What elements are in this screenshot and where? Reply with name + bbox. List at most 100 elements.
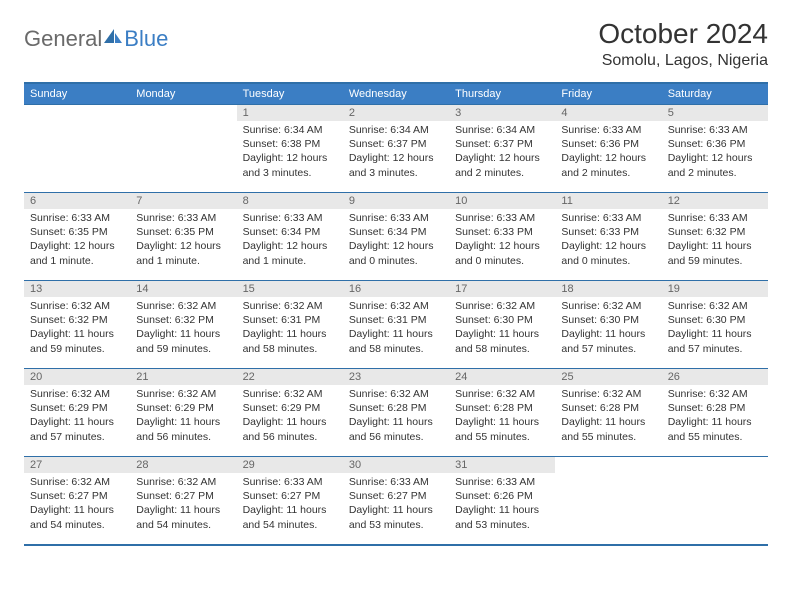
- day-number: 4: [555, 105, 661, 121]
- calendar-day-cell: 30Sunrise: 6:33 AMSunset: 6:27 PMDayligh…: [343, 457, 449, 545]
- logo-text-general: General: [24, 26, 102, 52]
- day-number: 22: [237, 369, 343, 385]
- day-number: 30: [343, 457, 449, 473]
- calendar-day-cell: 28Sunrise: 6:32 AMSunset: 6:27 PMDayligh…: [130, 457, 236, 545]
- calendar-day-cell: 12Sunrise: 6:33 AMSunset: 6:32 PMDayligh…: [662, 193, 768, 281]
- calendar-day-cell: [662, 457, 768, 545]
- day-number: 11: [555, 193, 661, 209]
- day-data: Sunrise: 6:34 AMSunset: 6:38 PMDaylight:…: [237, 121, 343, 184]
- day-data: Sunrise: 6:33 AMSunset: 6:27 PMDaylight:…: [343, 473, 449, 536]
- weekday-header: Sunday: [24, 83, 130, 105]
- calendar-day-cell: [24, 105, 130, 193]
- day-data: Sunrise: 6:32 AMSunset: 6:30 PMDaylight:…: [449, 297, 555, 360]
- weekday-header: Saturday: [662, 83, 768, 105]
- day-number: 18: [555, 281, 661, 297]
- calendar-day-cell: 26Sunrise: 6:32 AMSunset: 6:28 PMDayligh…: [662, 369, 768, 457]
- calendar-day-cell: 5Sunrise: 6:33 AMSunset: 6:36 PMDaylight…: [662, 105, 768, 193]
- calendar-day-cell: 15Sunrise: 6:32 AMSunset: 6:31 PMDayligh…: [237, 281, 343, 369]
- day-number: 10: [449, 193, 555, 209]
- title-block: October 2024 Somolu, Lagos, Nigeria: [598, 18, 768, 70]
- calendar-day-cell: 18Sunrise: 6:32 AMSunset: 6:30 PMDayligh…: [555, 281, 661, 369]
- calendar-day-cell: [555, 457, 661, 545]
- day-data: Sunrise: 6:33 AMSunset: 6:34 PMDaylight:…: [237, 209, 343, 272]
- weekday-header: Wednesday: [343, 83, 449, 105]
- day-data: Sunrise: 6:32 AMSunset: 6:30 PMDaylight:…: [662, 297, 768, 360]
- day-number: 29: [237, 457, 343, 473]
- day-number: 19: [662, 281, 768, 297]
- day-data: Sunrise: 6:32 AMSunset: 6:29 PMDaylight:…: [24, 385, 130, 448]
- calendar-day-cell: 10Sunrise: 6:33 AMSunset: 6:33 PMDayligh…: [449, 193, 555, 281]
- day-data: Sunrise: 6:34 AMSunset: 6:37 PMDaylight:…: [449, 121, 555, 184]
- calendar-day-cell: 1Sunrise: 6:34 AMSunset: 6:38 PMDaylight…: [237, 105, 343, 193]
- day-number: 23: [343, 369, 449, 385]
- weekday-header-row: SundayMondayTuesdayWednesdayThursdayFrid…: [24, 83, 768, 105]
- day-data: Sunrise: 6:33 AMSunset: 6:35 PMDaylight:…: [24, 209, 130, 272]
- day-number: 9: [343, 193, 449, 209]
- calendar-week-row: 1Sunrise: 6:34 AMSunset: 6:38 PMDaylight…: [24, 105, 768, 193]
- day-data: Sunrise: 6:32 AMSunset: 6:27 PMDaylight:…: [130, 473, 236, 536]
- calendar-week-row: 6Sunrise: 6:33 AMSunset: 6:35 PMDaylight…: [24, 193, 768, 281]
- calendar-day-cell: 13Sunrise: 6:32 AMSunset: 6:32 PMDayligh…: [24, 281, 130, 369]
- day-number: 31: [449, 457, 555, 473]
- weekday-header: Tuesday: [237, 83, 343, 105]
- calendar-day-cell: 24Sunrise: 6:32 AMSunset: 6:28 PMDayligh…: [449, 369, 555, 457]
- day-data: Sunrise: 6:33 AMSunset: 6:27 PMDaylight:…: [237, 473, 343, 536]
- day-data: Sunrise: 6:32 AMSunset: 6:30 PMDaylight:…: [555, 297, 661, 360]
- calendar-day-cell: 2Sunrise: 6:34 AMSunset: 6:37 PMDaylight…: [343, 105, 449, 193]
- calendar-day-cell: 21Sunrise: 6:32 AMSunset: 6:29 PMDayligh…: [130, 369, 236, 457]
- day-data: Sunrise: 6:33 AMSunset: 6:32 PMDaylight:…: [662, 209, 768, 272]
- calendar-day-cell: 3Sunrise: 6:34 AMSunset: 6:37 PMDaylight…: [449, 105, 555, 193]
- day-number: 13: [24, 281, 130, 297]
- day-number: 17: [449, 281, 555, 297]
- day-data: Sunrise: 6:34 AMSunset: 6:37 PMDaylight:…: [343, 121, 449, 184]
- logo-text-blue: Blue: [124, 26, 168, 52]
- day-number: 1: [237, 105, 343, 121]
- day-number: 24: [449, 369, 555, 385]
- day-number: 6: [24, 193, 130, 209]
- calendar-table: SundayMondayTuesdayWednesdayThursdayFrid…: [24, 82, 768, 546]
- day-number: 28: [130, 457, 236, 473]
- day-number: 26: [662, 369, 768, 385]
- day-data: Sunrise: 6:32 AMSunset: 6:28 PMDaylight:…: [662, 385, 768, 448]
- day-number: 21: [130, 369, 236, 385]
- day-data: Sunrise: 6:32 AMSunset: 6:31 PMDaylight:…: [237, 297, 343, 360]
- calendar-day-cell: 19Sunrise: 6:32 AMSunset: 6:30 PMDayligh…: [662, 281, 768, 369]
- logo: General Blue: [24, 18, 168, 52]
- calendar-day-cell: 16Sunrise: 6:32 AMSunset: 6:31 PMDayligh…: [343, 281, 449, 369]
- calendar-day-cell: 29Sunrise: 6:33 AMSunset: 6:27 PMDayligh…: [237, 457, 343, 545]
- day-data: Sunrise: 6:32 AMSunset: 6:32 PMDaylight:…: [130, 297, 236, 360]
- day-data: Sunrise: 6:33 AMSunset: 6:36 PMDaylight:…: [555, 121, 661, 184]
- weekday-header: Thursday: [449, 83, 555, 105]
- day-number: 27: [24, 457, 130, 473]
- day-data: Sunrise: 6:32 AMSunset: 6:28 PMDaylight:…: [449, 385, 555, 448]
- header: General Blue October 2024 Somolu, Lagos,…: [24, 18, 768, 70]
- day-number: 14: [130, 281, 236, 297]
- location: Somolu, Lagos, Nigeria: [598, 52, 768, 70]
- month-title: October 2024: [598, 18, 768, 50]
- calendar-day-cell: 17Sunrise: 6:32 AMSunset: 6:30 PMDayligh…: [449, 281, 555, 369]
- day-data: Sunrise: 6:33 AMSunset: 6:34 PMDaylight:…: [343, 209, 449, 272]
- logo-sail-icon: [102, 27, 124, 52]
- calendar-day-cell: 8Sunrise: 6:33 AMSunset: 6:34 PMDaylight…: [237, 193, 343, 281]
- day-data: Sunrise: 6:33 AMSunset: 6:33 PMDaylight:…: [555, 209, 661, 272]
- day-data: Sunrise: 6:33 AMSunset: 6:26 PMDaylight:…: [449, 473, 555, 536]
- day-data: Sunrise: 6:32 AMSunset: 6:31 PMDaylight:…: [343, 297, 449, 360]
- day-data: Sunrise: 6:32 AMSunset: 6:29 PMDaylight:…: [130, 385, 236, 448]
- calendar-day-cell: 22Sunrise: 6:32 AMSunset: 6:29 PMDayligh…: [237, 369, 343, 457]
- day-number: 25: [555, 369, 661, 385]
- calendar-day-cell: 14Sunrise: 6:32 AMSunset: 6:32 PMDayligh…: [130, 281, 236, 369]
- day-number: 12: [662, 193, 768, 209]
- calendar-day-cell: 7Sunrise: 6:33 AMSunset: 6:35 PMDaylight…: [130, 193, 236, 281]
- calendar-day-cell: 4Sunrise: 6:33 AMSunset: 6:36 PMDaylight…: [555, 105, 661, 193]
- weekday-header: Friday: [555, 83, 661, 105]
- day-data: Sunrise: 6:33 AMSunset: 6:35 PMDaylight:…: [130, 209, 236, 272]
- weekday-header: Monday: [130, 83, 236, 105]
- day-number: 3: [449, 105, 555, 121]
- day-data: Sunrise: 6:33 AMSunset: 6:33 PMDaylight:…: [449, 209, 555, 272]
- calendar-day-cell: 25Sunrise: 6:32 AMSunset: 6:28 PMDayligh…: [555, 369, 661, 457]
- day-data: Sunrise: 6:32 AMSunset: 6:28 PMDaylight:…: [343, 385, 449, 448]
- calendar-day-cell: 27Sunrise: 6:32 AMSunset: 6:27 PMDayligh…: [24, 457, 130, 545]
- calendar-day-cell: 31Sunrise: 6:33 AMSunset: 6:26 PMDayligh…: [449, 457, 555, 545]
- calendar-week-row: 13Sunrise: 6:32 AMSunset: 6:32 PMDayligh…: [24, 281, 768, 369]
- calendar-day-cell: 11Sunrise: 6:33 AMSunset: 6:33 PMDayligh…: [555, 193, 661, 281]
